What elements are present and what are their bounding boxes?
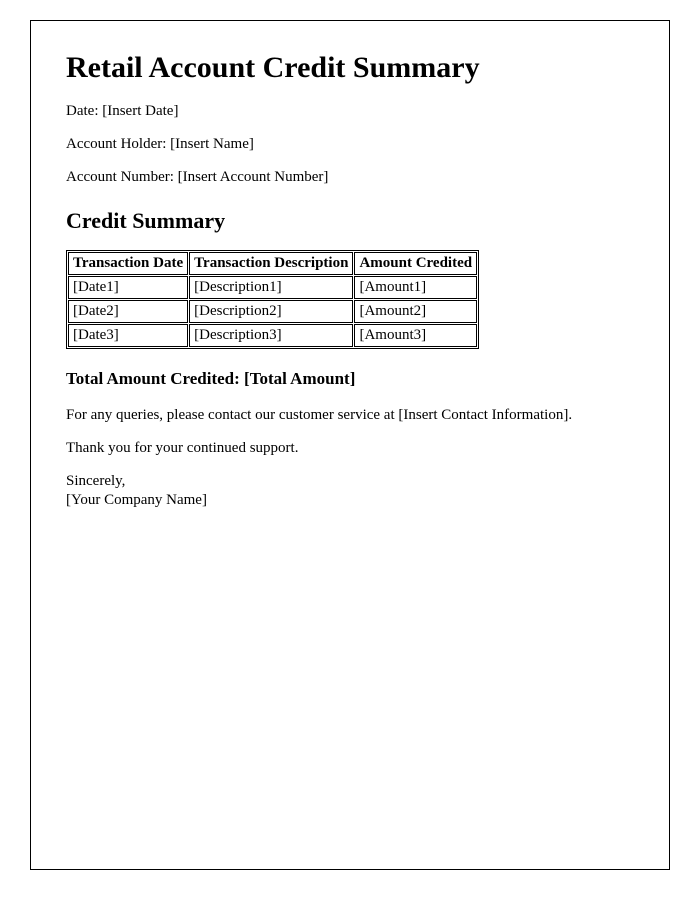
thanks-text: Thank you for your continued support.: [66, 440, 634, 457]
total-credited: Total Amount Credited: [Total Amount]: [66, 369, 634, 389]
date-value: [Insert Date]: [102, 103, 178, 119]
total-value: [Total Amount]: [244, 369, 355, 388]
document-page: Retail Account Credit Summary Date: [Ins…: [30, 20, 670, 870]
cell-date: [Date3]: [68, 324, 188, 347]
cell-amount: [Amount2]: [354, 300, 477, 323]
credit-summary-table: Transaction Date Transaction Description…: [66, 250, 479, 349]
cell-description: [Description1]: [189, 276, 353, 299]
account-number-field: Account Number: [Insert Account Number]: [66, 169, 634, 186]
table-row: [Date3] [Description3] [Amount3]: [68, 324, 477, 347]
cell-date: [Date2]: [68, 300, 188, 323]
col-amount-credited: Amount Credited: [354, 252, 477, 275]
cell-amount: [Amount1]: [354, 276, 477, 299]
account-holder-field: Account Holder: [Insert Name]: [66, 136, 634, 153]
page-title: Retail Account Credit Summary: [66, 51, 634, 85]
col-transaction-date: Transaction Date: [68, 252, 188, 275]
col-transaction-description: Transaction Description: [189, 252, 353, 275]
company-name: [Your Company Name]: [66, 492, 634, 509]
account-number-value: [Insert Account Number]: [178, 169, 329, 185]
table-row: [Date2] [Description2] [Amount2]: [68, 300, 477, 323]
table-header-row: Transaction Date Transaction Description…: [68, 252, 477, 275]
account-holder-label: Account Holder:: [66, 136, 170, 152]
account-holder-value: [Insert Name]: [170, 136, 254, 152]
cell-description: [Description3]: [189, 324, 353, 347]
table-row: [Date1] [Description1] [Amount1]: [68, 276, 477, 299]
cell-date: [Date1]: [68, 276, 188, 299]
date-field: Date: [Insert Date]: [66, 103, 634, 120]
cell-description: [Description2]: [189, 300, 353, 323]
queries-text: For any queries, please contact our cust…: [66, 407, 634, 424]
section-heading: Credit Summary: [66, 208, 634, 234]
sign-off: Sincerely,: [66, 473, 634, 490]
cell-amount: [Amount3]: [354, 324, 477, 347]
total-label: Total Amount Credited:: [66, 369, 244, 388]
date-label: Date:: [66, 103, 102, 119]
account-number-label: Account Number:: [66, 169, 178, 185]
